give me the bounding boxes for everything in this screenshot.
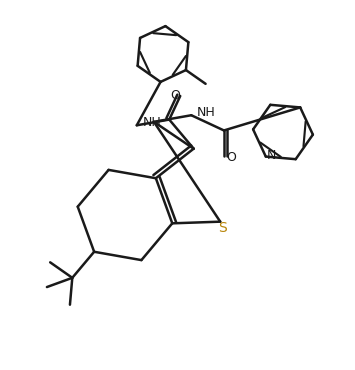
Text: O: O bbox=[170, 88, 180, 101]
Text: S: S bbox=[218, 221, 226, 235]
Text: NH: NH bbox=[143, 116, 162, 129]
Text: O: O bbox=[226, 151, 236, 164]
Text: NH: NH bbox=[196, 106, 215, 119]
Text: N: N bbox=[267, 149, 277, 162]
